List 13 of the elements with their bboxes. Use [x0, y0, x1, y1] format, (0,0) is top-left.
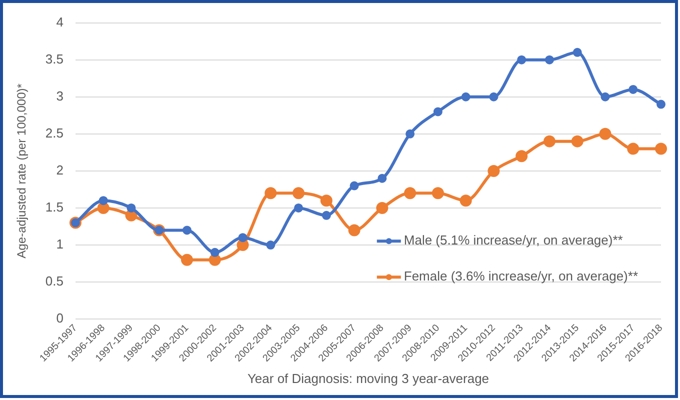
y-tick-label: 1	[56, 236, 64, 252]
y-tick-label: 0	[56, 310, 64, 326]
y-tick-label: 1.5	[45, 200, 64, 215]
y-tick-label: 2.5	[45, 125, 64, 140]
y-tick-label: 2	[56, 162, 64, 178]
y-tick-label: 3.5	[45, 51, 64, 66]
legend-label: Male (5.1% increase/yr, on average)**	[404, 232, 623, 248]
y-tick-label: 4	[56, 14, 64, 30]
y-tick-label: 3	[56, 88, 64, 104]
legend-label: Female (3.6% increase/yr, on average)**	[404, 268, 638, 284]
y-tick-label: 0.5	[45, 274, 64, 289]
x-axis-title: Year of Diagnosis: moving 3 year-average	[247, 370, 490, 386]
y-axis-title: Age-adjusted rate (per 100,000)*	[14, 83, 29, 258]
